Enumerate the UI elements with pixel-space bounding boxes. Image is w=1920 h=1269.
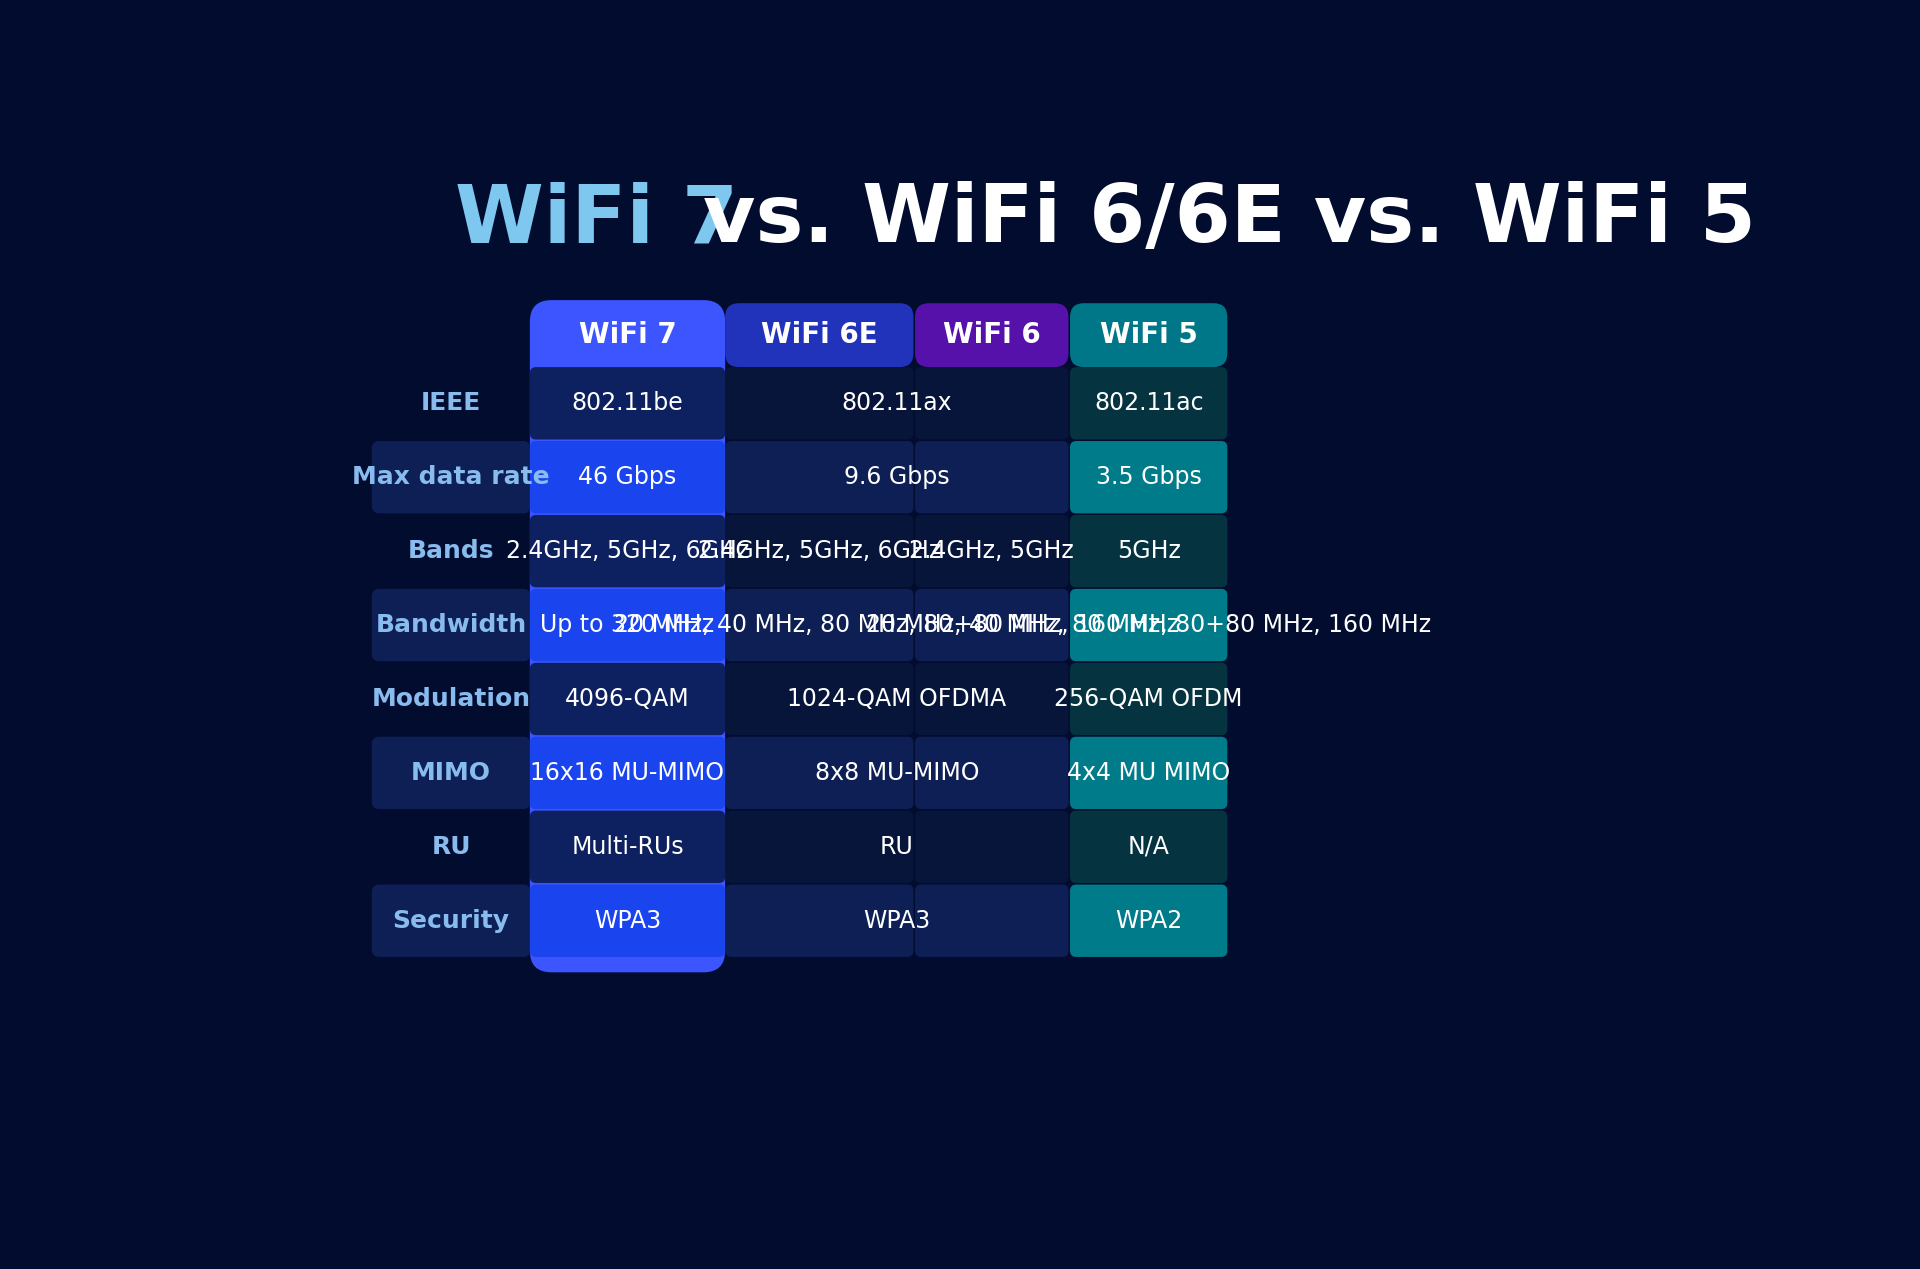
FancyBboxPatch shape [530,301,726,972]
FancyBboxPatch shape [726,367,914,439]
FancyBboxPatch shape [916,442,1068,514]
FancyBboxPatch shape [1069,367,1227,439]
FancyBboxPatch shape [916,737,1068,810]
Text: Bands: Bands [407,539,495,563]
FancyBboxPatch shape [372,737,530,810]
Text: 4x4 MU MIMO: 4x4 MU MIMO [1068,761,1231,786]
FancyBboxPatch shape [916,811,1068,883]
Text: RU: RU [432,835,470,859]
FancyBboxPatch shape [530,737,726,810]
Text: WiFi 5: WiFi 5 [1100,321,1198,349]
FancyBboxPatch shape [726,442,914,514]
Text: WiFi 6E: WiFi 6E [760,321,877,349]
Text: 802.11be: 802.11be [572,391,684,415]
Text: Modulation: Modulation [372,687,530,711]
FancyBboxPatch shape [1069,662,1227,735]
FancyBboxPatch shape [916,367,1068,439]
FancyBboxPatch shape [372,589,530,661]
FancyBboxPatch shape [1069,589,1227,661]
Text: WPA2: WPA2 [1116,909,1183,933]
FancyBboxPatch shape [530,442,726,514]
FancyBboxPatch shape [916,589,1068,661]
Text: Up to 320 MHz: Up to 320 MHz [540,613,714,637]
FancyBboxPatch shape [916,515,1068,588]
FancyBboxPatch shape [916,303,1068,367]
Text: WPA3: WPA3 [593,909,660,933]
Text: WPA3: WPA3 [864,909,931,933]
Text: Max data rate: Max data rate [353,466,549,490]
Text: 802.11ac: 802.11ac [1094,391,1204,415]
FancyBboxPatch shape [1069,303,1227,367]
Text: 20 MHz, 40 MHz, 80 MHz, 80+80 MHz, 160 MHz: 20 MHz, 40 MHz, 80 MHz, 80+80 MHz, 160 M… [866,613,1430,637]
FancyBboxPatch shape [726,662,914,735]
FancyBboxPatch shape [530,515,726,588]
FancyBboxPatch shape [726,515,914,588]
FancyBboxPatch shape [726,589,914,661]
Text: 3.5 Gbps: 3.5 Gbps [1096,466,1202,490]
Text: 2.4GHz, 5GHz, 6GHz: 2.4GHz, 5GHz, 6GHz [697,539,941,563]
Text: 4096-QAM: 4096-QAM [564,687,689,711]
FancyBboxPatch shape [530,884,726,957]
FancyBboxPatch shape [530,662,726,735]
Text: 5GHz: 5GHz [1117,539,1181,563]
Text: 2.4GHz, 5GHz, 6GHz: 2.4GHz, 5GHz, 6GHz [505,539,749,563]
Text: 802.11ax: 802.11ax [841,391,952,415]
Text: N/A: N/A [1127,835,1169,859]
Text: vs. WiFi 6/6E vs. WiFi 5: vs. WiFi 6/6E vs. WiFi 5 [674,181,1755,259]
FancyBboxPatch shape [1069,737,1227,810]
Text: 20 MHz, 40 MHz, 80 MHz, 80+80 MHz, 160 MHz: 20 MHz, 40 MHz, 80 MHz, 80+80 MHz, 160 M… [614,613,1179,637]
Text: 2.4GHz, 5GHz: 2.4GHz, 5GHz [910,539,1073,563]
FancyBboxPatch shape [530,589,726,661]
Text: Security: Security [394,909,509,933]
Text: 1024-QAM OFDMA: 1024-QAM OFDMA [787,687,1006,711]
Text: 256-QAM OFDM: 256-QAM OFDM [1054,687,1242,711]
FancyBboxPatch shape [372,442,530,514]
Text: IEEE: IEEE [420,391,482,415]
FancyBboxPatch shape [726,737,914,810]
FancyBboxPatch shape [916,884,1068,957]
FancyBboxPatch shape [726,884,914,957]
Text: RU: RU [879,835,914,859]
FancyBboxPatch shape [530,811,726,883]
FancyBboxPatch shape [1069,811,1227,883]
Text: 16x16 MU-MIMO: 16x16 MU-MIMO [530,761,724,786]
Text: 46 Gbps: 46 Gbps [578,466,676,490]
Text: 8x8 MU-MIMO: 8x8 MU-MIMO [814,761,979,786]
FancyBboxPatch shape [1069,884,1227,957]
Text: Bandwidth: Bandwidth [376,613,526,637]
Text: WiFi 6: WiFi 6 [943,321,1041,349]
FancyBboxPatch shape [530,367,726,439]
FancyBboxPatch shape [372,884,530,957]
Text: Multi-RUs: Multi-RUs [570,835,684,859]
FancyBboxPatch shape [726,811,914,883]
Text: 9.6 Gbps: 9.6 Gbps [845,466,950,490]
FancyBboxPatch shape [1069,442,1227,514]
FancyBboxPatch shape [916,662,1068,735]
Text: WiFi 7: WiFi 7 [455,181,739,259]
Text: MIMO: MIMO [411,761,492,786]
FancyBboxPatch shape [1069,515,1227,588]
FancyBboxPatch shape [726,303,914,367]
Text: WiFi 7: WiFi 7 [578,321,676,349]
